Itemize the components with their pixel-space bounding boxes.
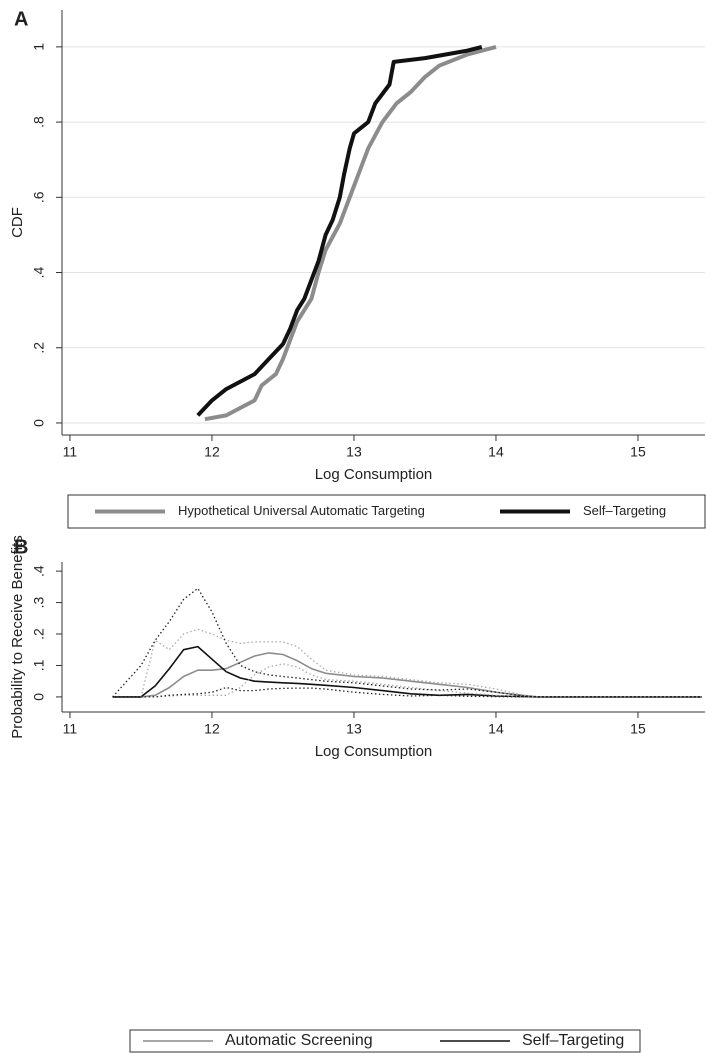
legend-label: Self–Targeting — [583, 503, 666, 518]
y-tick-label: .2 — [31, 342, 47, 354]
confidence-line — [112, 587, 702, 698]
series-line — [196, 44, 483, 417]
series-line — [112, 645, 702, 698]
y-tick-label: .2 — [31, 628, 47, 640]
x-tick-label: 12 — [204, 444, 220, 460]
legend-box — [67, 494, 706, 529]
panel-label: B — [14, 536, 28, 558]
series-line — [112, 652, 702, 698]
panel-label: A — [14, 8, 28, 30]
x-axis-label: Log Consumption — [315, 743, 433, 760]
y-tick-label: .4 — [31, 565, 47, 577]
y-tick-label: .4 — [31, 266, 47, 278]
confidence-line — [112, 628, 702, 698]
x-tick-label: 12 — [204, 721, 220, 737]
legend-box — [129, 1029, 641, 1053]
x-axis-label: Log Consumption — [315, 466, 433, 483]
x-tick-label: 13 — [346, 721, 362, 737]
y-tick-label: 1 — [31, 43, 47, 51]
series-line — [204, 44, 497, 422]
x-tick-label: 14 — [488, 444, 504, 460]
x-tick-label: 11 — [63, 721, 78, 737]
legend-label: Self–Targeting — [522, 1032, 624, 1049]
legend-label: Hypothetical Universal Automatic Targeti… — [178, 503, 425, 518]
x-tick-label: 15 — [630, 444, 646, 460]
x-tick-label: 14 — [488, 721, 504, 737]
x-tick-label: 13 — [346, 444, 362, 460]
y-tick-label: .6 — [31, 191, 47, 203]
legend-label: Automatic Screening — [225, 1032, 373, 1049]
y-tick-label: .8 — [31, 116, 47, 128]
confidence-line — [112, 686, 702, 698]
y-tick-label: .1 — [31, 659, 47, 671]
y-tick-label: 0 — [31, 419, 47, 427]
y-tick-label: 0 — [31, 693, 47, 701]
y-axis-label: Probability to Receive Benefits — [9, 535, 26, 738]
x-tick-label: 11 — [63, 444, 78, 460]
y-tick-label: .3 — [31, 597, 47, 609]
y-axis-label: CDF — [9, 207, 26, 238]
x-tick-label: 15 — [630, 721, 646, 737]
